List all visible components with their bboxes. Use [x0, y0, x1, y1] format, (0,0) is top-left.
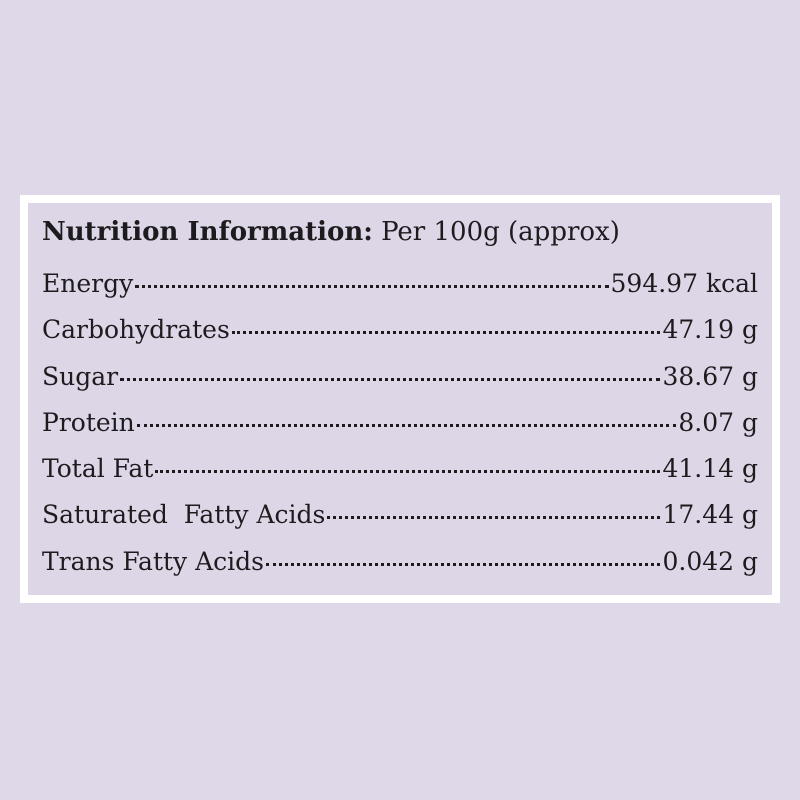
dot-leader [135, 285, 609, 288]
nutrient-value: 594.97 kcal [610, 269, 758, 298]
dot-leader [266, 562, 661, 566]
nutrient-value: 8.07 g [678, 407, 758, 437]
nutrient-label: Energy [42, 269, 134, 298]
nutrient-row: Energy 594.97 kcal [42, 269, 758, 315]
nutrient-value: 41.14 g [662, 454, 758, 484]
nutrient-row: Saturated Fatty Acids 17.44 g [42, 500, 758, 546]
nutrient-value: 38.67 g [662, 361, 758, 391]
subtitle: Per 100g (approx) [381, 217, 620, 247]
nutrition-table: Energy 594.97 kcal Carbohydrates 47.19 g Sug… [42, 269, 758, 593]
nutrient-row: Carbohydrates 47.19 g [42, 315, 758, 361]
nutrient-row: Protein 8.07 g [42, 408, 758, 454]
nutrient-row: Trans Fatty Acids 0.042 g [42, 547, 758, 593]
dot-leader [155, 470, 661, 474]
nutrient-label: Sugar [42, 361, 119, 391]
dot-leader [231, 331, 661, 335]
dot-leader [120, 377, 661, 381]
nutrient-row: Total Fat 41.14 g [42, 454, 758, 500]
nutrient-value: 0.042 g [662, 546, 758, 576]
nutrient-label: Saturated Fatty Acids [42, 500, 326, 530]
nutrient-value: 17.44 g [662, 500, 758, 530]
nutrient-value: 47.19 g [662, 315, 758, 345]
title: Nutrition Information: [42, 217, 373, 247]
nutrient-label: Protein [42, 407, 135, 437]
nutrient-label: Total Fat [42, 454, 154, 484]
dot-leader [136, 423, 677, 427]
dot-leader [327, 516, 661, 520]
nutrient-label: Trans Fatty Acids [42, 546, 265, 576]
nutrient-row: Sugar 38.67 g [42, 362, 758, 408]
nutrient-label: Carbohydrates [42, 315, 230, 345]
nutrition-panel: Nutrition Information: Per 100g (approx)… [20, 195, 780, 603]
title-line: Nutrition Information: Per 100g (approx) [42, 217, 620, 247]
